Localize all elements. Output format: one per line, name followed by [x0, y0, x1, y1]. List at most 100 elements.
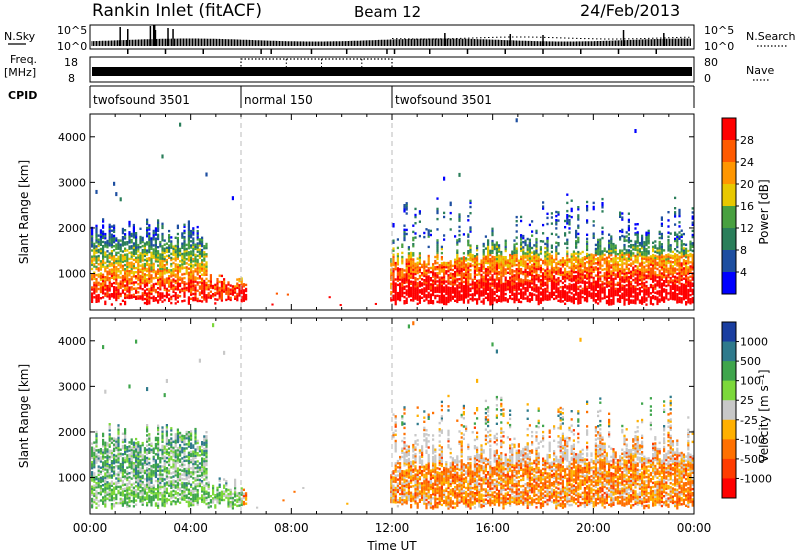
data-cell [491, 290, 494, 293]
data-cell [154, 290, 157, 294]
data-cell [192, 276, 195, 279]
data-cell [159, 296, 162, 299]
data-cell [469, 289, 472, 292]
data-cell [119, 259, 122, 263]
data-cell [610, 284, 613, 288]
data-cell [667, 279, 670, 283]
data-cell [678, 280, 681, 283]
data-cell [548, 279, 551, 282]
data-cell [663, 296, 666, 299]
data-cell [597, 283, 600, 287]
data-cell [473, 287, 476, 291]
data-cell [630, 246, 633, 249]
data-cell [671, 273, 674, 276]
data-cell [161, 284, 164, 287]
data-cell [212, 295, 215, 298]
data-cell [447, 280, 450, 283]
data-cell [418, 291, 421, 294]
data-cell [93, 441, 96, 444]
data-cell [599, 277, 602, 280]
data-cell [495, 272, 498, 275]
data-cell [132, 248, 135, 251]
data-cell [102, 477, 105, 481]
data-cell [513, 251, 516, 255]
data-cell [680, 266, 683, 269]
data-cell [418, 252, 421, 255]
data-cell [143, 265, 146, 268]
data-cell [190, 240, 193, 243]
data-cell [194, 280, 197, 283]
data-cell [181, 246, 184, 249]
data-cell [502, 270, 505, 273]
data-cell [212, 286, 215, 290]
data-cell [436, 207, 439, 211]
data-cell [588, 272, 591, 275]
colorbar-swatch [722, 228, 736, 251]
data-cell [154, 254, 157, 257]
data-cell [102, 218, 105, 221]
data-cell [608, 245, 611, 249]
data-cell [583, 276, 586, 279]
data-cell [575, 275, 578, 278]
data-cell [150, 276, 153, 279]
data-cell [469, 230, 472, 233]
data-cell [460, 283, 463, 287]
data-cell [128, 270, 131, 273]
data-cell [108, 227, 111, 231]
data-cell [555, 264, 558, 267]
data-cell [627, 271, 630, 275]
data-cell [685, 296, 688, 300]
data-cell [575, 281, 578, 284]
data-cell [205, 271, 208, 274]
data-cell [491, 296, 494, 300]
data-cell [139, 287, 142, 290]
data-cell [174, 275, 177, 278]
data-cell [627, 251, 630, 254]
data-cell [407, 262, 410, 265]
data-cell [91, 235, 94, 238]
data-cell [619, 259, 622, 262]
data-cell [491, 233, 494, 237]
data-cell [458, 265, 461, 269]
data-cell [647, 262, 650, 265]
data-cell [553, 260, 556, 264]
data-cell [676, 262, 679, 265]
data-cell [630, 299, 633, 302]
data-cell [685, 272, 688, 275]
data-cell [97, 281, 100, 284]
data-cell [113, 224, 116, 227]
data-cell [473, 257, 476, 260]
data-cell [586, 261, 589, 264]
data-cell [121, 289, 124, 292]
data-cell [513, 270, 516, 273]
data-cell [139, 283, 142, 286]
data-cell [110, 303, 113, 306]
data-cell [509, 286, 512, 290]
data-cell [667, 235, 670, 238]
data-cell [225, 290, 228, 293]
data-cell [403, 234, 406, 238]
data-cell [669, 268, 672, 272]
data-cell [605, 277, 608, 280]
data-cell [636, 261, 639, 264]
data-cell [456, 259, 459, 263]
data-cell [467, 276, 470, 280]
data-cell [139, 260, 142, 263]
data-cell [242, 289, 245, 292]
data-cell [513, 249, 516, 252]
data-cell [660, 253, 663, 257]
data-cell [583, 262, 586, 265]
data-cell [581, 265, 584, 268]
data-cell [106, 291, 109, 294]
data-cell [440, 251, 443, 255]
data-cell [568, 266, 571, 269]
data-cell [575, 244, 578, 247]
data-cell [405, 293, 408, 296]
data-cell [590, 259, 593, 262]
data-cell [623, 272, 626, 275]
data-cell [126, 263, 129, 266]
data-cell [645, 303, 648, 306]
data-cell [608, 247, 611, 251]
data-cell [451, 291, 454, 294]
data-cell [159, 267, 162, 270]
